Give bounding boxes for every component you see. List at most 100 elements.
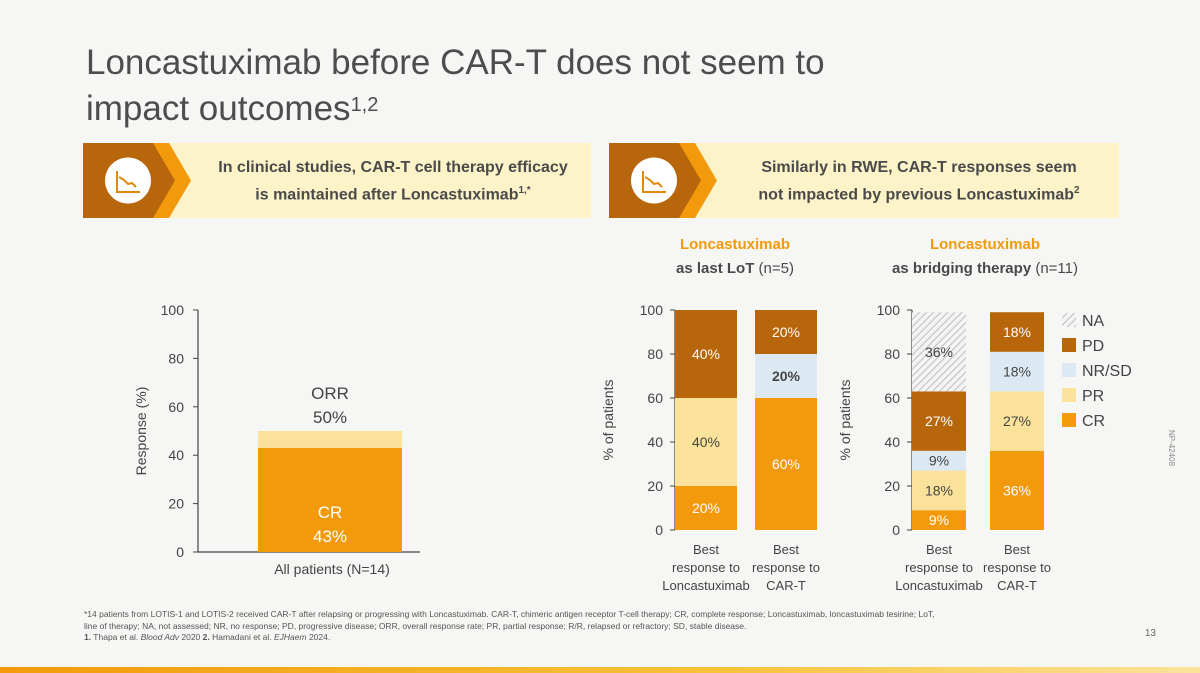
orr-value-label: 50% (313, 408, 347, 427)
y-tick-label: 20 (647, 478, 663, 494)
y-tick-label: 40 (168, 447, 184, 463)
y-tick-label: 80 (168, 350, 184, 366)
data-label: 36% (925, 344, 953, 360)
bar-segment-pd (990, 312, 1044, 352)
data-label: 9% (929, 453, 949, 469)
x-category-label: Best (1004, 542, 1030, 557)
data-label: 20% (772, 324, 800, 340)
y-tick-label: 40 (647, 434, 663, 450)
chart-last-lot: 0 20 40 60 80 100 % of patients 20% 40% 40% Best re… (600, 302, 820, 593)
bar-segment-nr-sd (990, 351, 1044, 392)
x-category-label: Loncastuximab (895, 578, 982, 593)
banner-clinical-text: In clinical studies, CAR-T cell therapy … (218, 159, 568, 204)
x-category-label: Best (926, 542, 952, 557)
banner-icon-block (83, 143, 195, 218)
data-label: 18% (1003, 364, 1031, 380)
data-label: 60% (772, 456, 800, 472)
legend-label: NA (1082, 313, 1105, 330)
bar-orr (258, 431, 402, 448)
footnote: *14 patients from LOTIS-1 and LOTIS-2 re… (84, 609, 1124, 644)
page-number: 13 (1144, 628, 1156, 639)
bottom-accent-bar (0, 667, 1200, 673)
x-category-label: Best (773, 542, 799, 557)
legend-label: PR (1082, 388, 1104, 405)
bar-cr (258, 447, 402, 552)
banner-rwe: Similarly in RWE, CAR-T responses seem n… (609, 143, 1119, 218)
data-label: 27% (925, 413, 953, 429)
data-label: 18% (1003, 324, 1031, 340)
y-tick-label: 20 (884, 478, 900, 494)
cr-value-label: 43% (313, 527, 347, 546)
legend-label: PD (1082, 338, 1104, 355)
chart-icon (105, 157, 151, 204)
data-label: 18% (925, 482, 953, 498)
y-axis-label: % of patients (837, 380, 853, 461)
data-label: 27% (1003, 413, 1031, 429)
bar-segment-nr-sd (912, 450, 966, 471)
bar-segment-pd (755, 310, 817, 354)
page-title: Loncastuximab before CAR-T does not seem… (86, 40, 986, 132)
y-tick-label: 60 (647, 390, 663, 406)
x-category-label: Best (693, 542, 719, 557)
y-tick-label: 0 (176, 544, 184, 560)
y-tick-label: 0 (655, 522, 663, 538)
bar-segment-cr (675, 486, 737, 530)
legend-swatch-na (1062, 313, 1076, 327)
y-tick-label: 60 (884, 390, 900, 406)
chart-icon (631, 157, 677, 204)
bar-segment-pr (990, 391, 1044, 451)
legend-label: CR (1082, 413, 1105, 430)
banner-rwe-text: Similarly in RWE, CAR-T responses seem n… (758, 159, 1080, 204)
y-tick-label: 80 (884, 346, 900, 362)
y-tick-label: 80 (647, 346, 663, 362)
x-category-label: All patients (N=14) (274, 561, 390, 577)
bar-segment-cr (990, 450, 1044, 530)
x-category-label: CAR-T (766, 578, 806, 593)
orr-label: ORR (311, 384, 349, 403)
chart-all-patients: 0 20 40 60 80 100 Response (%) ORR 50% CR 43% All p… (133, 302, 420, 577)
y-tick-label: 0 (892, 522, 900, 538)
data-label: 40% (692, 346, 720, 362)
data-label: 36% (1003, 482, 1031, 498)
x-category-label: response to (752, 560, 820, 575)
x-category-label: response to (905, 560, 973, 575)
data-label: 20% (772, 368, 801, 384)
bar-segment-pr (912, 470, 966, 511)
y-tick-label: 100 (877, 302, 901, 318)
y-tick-label: 20 (168, 496, 184, 512)
x-category-label: response to (983, 560, 1051, 575)
chart3-title: Loncastuximab as bridging therapy (n=11) (891, 236, 1079, 277)
y-tick-label: 100 (161, 302, 185, 318)
x-category-label: CAR-T (997, 578, 1037, 593)
data-label: 20% (692, 500, 720, 516)
legend-swatch-cr (1062, 413, 1076, 427)
title-line2: impact outcomes (86, 89, 351, 128)
data-label: 9% (929, 512, 949, 528)
title-sup: 1,2 (350, 94, 379, 116)
data-label: 40% (692, 434, 720, 450)
banner-icon-block (609, 143, 721, 218)
y-tick-label: 40 (884, 434, 900, 450)
title-line1: Loncastuximab before CAR-T does not seem… (86, 43, 825, 82)
bar-segment-na (912, 312, 966, 392)
y-axis-label: % of patients (600, 380, 616, 461)
legend-label: NR/SD (1082, 363, 1132, 380)
bar-segment-cr (912, 510, 966, 530)
chart2-title: Loncastuximab as last LoT (n=5) (676, 236, 794, 277)
chart-bridging: 0 20 40 60 80 100 % of patients 9% 18% 9% 27% 36% Be… (837, 302, 1132, 593)
legend-swatch-pr (1062, 388, 1076, 402)
side-code: NP-42408 (1167, 430, 1176, 467)
bar-segment-nr-sd (755, 354, 817, 398)
y-axis-label: Response (%) (133, 387, 149, 476)
legend-swatch-nr-sd (1062, 363, 1076, 377)
y-tick-label: 60 (168, 399, 184, 415)
cr-label: CR (318, 503, 343, 522)
bar-segment-pd (675, 310, 737, 398)
banner-clinical: In clinical studies, CAR-T cell therapy … (83, 143, 591, 218)
bar-segment-pd (912, 391, 966, 451)
bar-segment-cr (755, 398, 817, 530)
x-category-label: response to (672, 560, 740, 575)
references: 1. Thapa et al. Blood Adv 2020 2. Hamada… (84, 632, 331, 642)
bar-segment-pr (675, 398, 737, 486)
legend-swatch-pd (1062, 338, 1076, 352)
